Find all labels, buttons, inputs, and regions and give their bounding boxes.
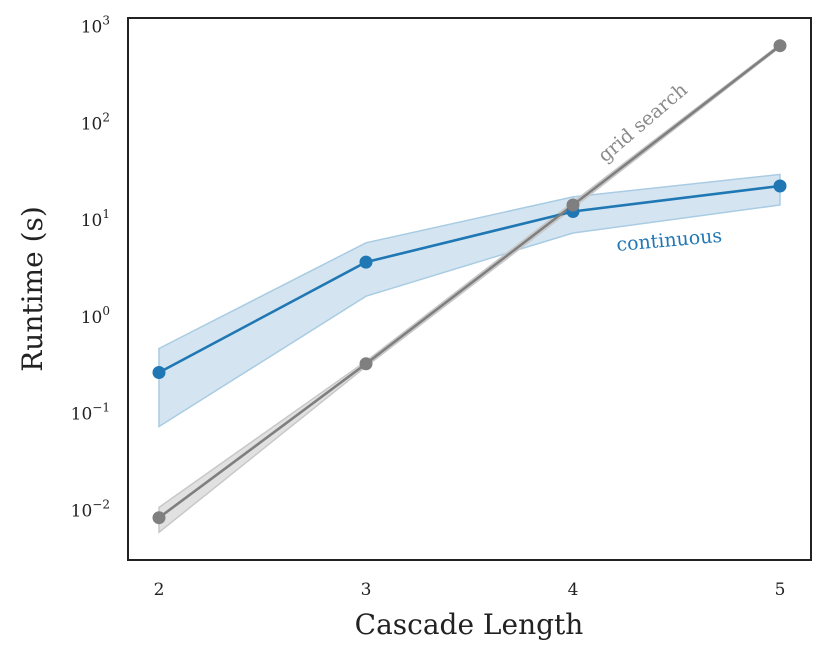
annotation-continuous: continuous [616,225,723,256]
line-grid-search [158,44,781,519]
point-grid-search-2 [152,511,166,525]
y-tick-label-−1: 10−1 [71,401,110,425]
y-tick-label-3: 103 [81,14,110,38]
point-continuous-2 [152,366,166,379]
y-axis-label: Runtime (s) [16,206,49,372]
y-tick-label-−2: 10−2 [71,497,110,521]
x-tick-label-2: 2 [154,580,165,600]
y-ticks: 10−2 10−1 100 101 102 103 [71,14,110,522]
y-tick-label-0: 100 [81,304,110,328]
x-tick-label-3: 3 [361,580,372,600]
x-tick-label-4: 4 [568,580,579,600]
point-grid-search-4 [566,198,580,212]
point-grid-search-5 [773,39,787,53]
point-continuous-3 [359,255,373,269]
y-tick-label-1: 101 [81,207,110,231]
band-continuous [158,173,781,428]
y-tick-label-2: 102 [81,110,110,134]
x-tick-label-5: 5 [775,580,786,600]
x-axis-label: Cascade Length [355,608,584,641]
series-lines [158,44,781,519]
point-grid-search-3 [359,357,373,371]
x-ticks: 2 3 4 5 [154,580,786,600]
line-continuous [158,184,781,374]
series-points [152,39,787,525]
plot-frame [127,17,812,561]
point-continuous-5 [773,179,787,193]
